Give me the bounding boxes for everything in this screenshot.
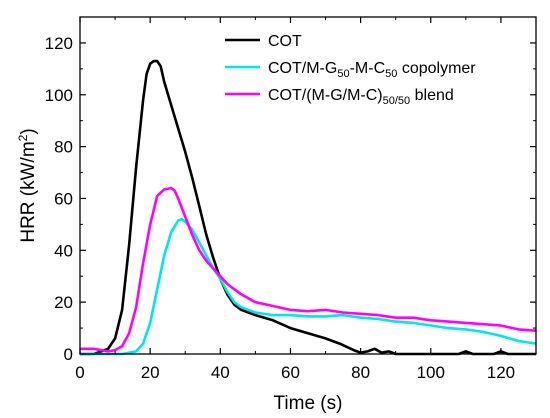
- legend-label-part: COT/(M-G/M-C): [268, 87, 383, 104]
- x-axis-label: Time (s): [274, 393, 343, 414]
- x-tick-label: 20: [141, 363, 160, 382]
- y-tick-label: 120: [45, 34, 73, 53]
- legend-label-part: 50/50: [383, 95, 411, 107]
- legend-label-1: COT/M-G50-M-C50 copolymer: [268, 60, 476, 80]
- x-tick-label: 80: [351, 363, 370, 382]
- legend-label-part: copolymer: [397, 60, 476, 77]
- plot-frame: [79, 16, 537, 355]
- series-line-2: [80, 186, 537, 353]
- legend-label-2: COT/(M-G/M-C)50/50 blend: [268, 87, 454, 107]
- y-tick-label: 20: [54, 293, 73, 312]
- legend-label-0: COT: [268, 33, 302, 50]
- y-tick-label: 80: [54, 138, 73, 157]
- legend-label-part: blend: [410, 87, 454, 104]
- y-tick-label: 100: [45, 86, 73, 105]
- legend-label-part: -M-C: [350, 60, 386, 77]
- ticks: 0 20 40 60 80 100 120 0 20 40 60 80 100 120: [45, 17, 536, 382]
- x-tick-label: 120: [487, 363, 515, 382]
- y-axis-label: HRR (kW/m2): [16, 128, 39, 242]
- series-layer: [80, 59, 537, 356]
- y-tick-label: 60: [54, 189, 73, 208]
- y-tick-label: 0: [64, 345, 73, 364]
- x-tick-label: 40: [211, 363, 230, 382]
- y-tick-label: 40: [54, 241, 73, 260]
- axes-frame: [79, 16, 537, 355]
- legend-label-part: COT/M-G: [268, 60, 337, 77]
- legend-label-part: COT: [268, 33, 302, 50]
- y-axis-label-sup: 2: [16, 134, 30, 141]
- y-axis-label-main: HRR (kW/m: [18, 141, 39, 242]
- x-tick-label: 100: [417, 363, 445, 382]
- x-tick-label: 0: [75, 363, 84, 382]
- series-line-1: [80, 217, 537, 356]
- x-tick-label: 60: [281, 363, 300, 382]
- y-axis-label-tail: ): [18, 128, 39, 134]
- legend-label-part: 50: [385, 68, 397, 80]
- legend-label-part: 50: [337, 68, 349, 80]
